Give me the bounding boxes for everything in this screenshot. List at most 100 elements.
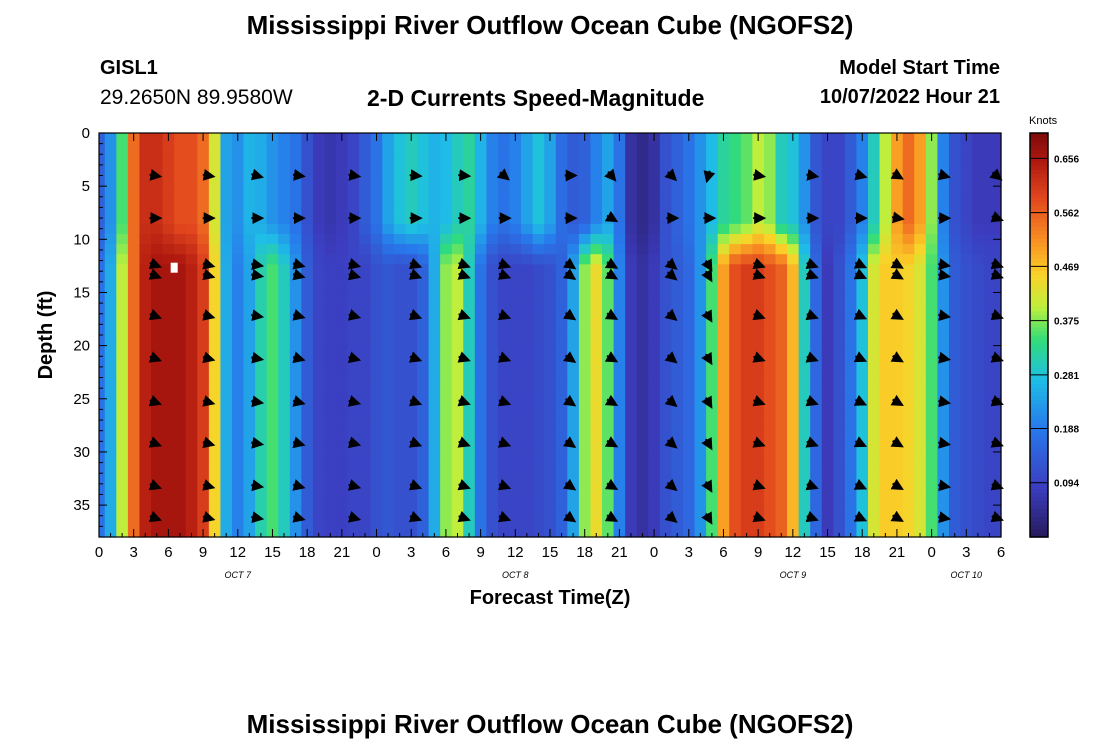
heatmap-cell — [763, 203, 777, 215]
heatmap-cell — [948, 415, 962, 427]
heatmap-cell — [995, 284, 1002, 296]
heatmap-cell — [752, 486, 765, 498]
heatmap-cell — [717, 234, 730, 245]
heatmap-cell — [301, 395, 314, 407]
heatmap-cell — [151, 506, 164, 518]
heatmap-cell — [821, 345, 834, 356]
heatmap-cell — [127, 365, 141, 376]
heatmap-cell — [393, 526, 407, 538]
heatmap-cell — [497, 365, 511, 376]
heatmap-cell — [937, 153, 950, 164]
heatmap-cell — [347, 183, 360, 195]
heatmap-cell — [567, 264, 580, 275]
heatmap-cell — [717, 425, 730, 437]
heatmap-cell — [729, 183, 742, 195]
heatmap-cell — [902, 223, 915, 235]
heatmap-cell — [185, 385, 198, 397]
heatmap-cell — [174, 234, 187, 245]
heatmap-cell — [659, 193, 673, 205]
heatmap-cell — [948, 385, 962, 397]
heatmap-cell — [289, 244, 302, 255]
heatmap-cell — [312, 456, 326, 467]
heatmap-cell — [613, 436, 626, 447]
heatmap-cell — [798, 526, 811, 538]
heatmap-cell — [301, 466, 314, 477]
heatmap-cell — [474, 294, 487, 306]
heatmap-cell — [116, 335, 129, 346]
heatmap-cell — [891, 365, 904, 376]
heatmap-cell — [104, 203, 117, 215]
heatmap-cell — [451, 365, 464, 376]
heatmap-cell — [139, 436, 152, 447]
colorbar-segment — [1030, 472, 1048, 477]
heatmap-cell — [833, 133, 846, 144]
heatmap-cell — [729, 143, 742, 154]
heatmap-cell — [995, 526, 1002, 538]
heatmap-cell — [347, 143, 360, 154]
heatmap-cell — [359, 163, 372, 174]
heatmap-cell — [544, 173, 557, 185]
current-arrow — [990, 268, 1004, 280]
colorbar-segment — [1030, 205, 1048, 211]
current-arrow — [805, 478, 819, 491]
heatmap-cell — [463, 324, 476, 336]
heatmap-cell — [185, 335, 198, 346]
heatmap-cell — [891, 335, 904, 346]
heatmap-cell — [208, 335, 222, 346]
heatmap-cell — [185, 314, 198, 326]
heatmap-cell — [185, 375, 198, 387]
current-arrow — [347, 436, 362, 449]
heatmap-cell — [740, 446, 753, 457]
heatmap-cell — [694, 466, 707, 477]
heatmap-cell — [694, 143, 707, 154]
heatmap-cell — [521, 516, 534, 528]
heatmap-cell — [914, 506, 927, 518]
heatmap-cell — [914, 213, 927, 225]
heatmap-cell — [99, 496, 106, 508]
heatmap-cell — [185, 425, 198, 437]
heatmap-cell — [532, 223, 545, 235]
colorbar-segment — [1030, 339, 1048, 344]
heatmap-cell — [174, 173, 187, 185]
heatmap-cell — [278, 264, 291, 275]
heatmap-cell — [544, 345, 557, 356]
heatmap-cell — [243, 405, 256, 417]
heatmap-cell — [763, 254, 777, 265]
heatmap-cell — [324, 446, 337, 457]
heatmap-cell — [324, 133, 337, 144]
heatmap-cell — [278, 143, 291, 154]
heatmap-cell — [440, 345, 453, 356]
heatmap-cell — [474, 163, 487, 174]
heatmap-cell — [613, 496, 626, 508]
heatmap-cell — [151, 183, 164, 195]
heatmap-cell — [821, 274, 834, 286]
heatmap-cell — [706, 153, 719, 164]
heatmap-cell — [497, 466, 511, 477]
heatmap-cell — [521, 274, 534, 286]
heatmap-cell — [694, 446, 707, 457]
heatmap-cell — [99, 213, 106, 225]
heatmap-cell — [301, 213, 314, 225]
heatmap-cell — [625, 264, 638, 275]
heatmap-cell — [706, 496, 719, 508]
heatmap-cell — [682, 274, 696, 286]
heatmap-cell — [220, 375, 233, 387]
heatmap-cell — [937, 345, 950, 356]
heatmap-cell — [208, 223, 222, 235]
heatmap-cell — [255, 244, 268, 255]
x-tick-label: 18 — [854, 544, 871, 561]
heatmap-cell — [636, 143, 649, 154]
heatmap-cell — [474, 264, 487, 275]
heatmap-cell — [671, 476, 684, 488]
heatmap-cell — [868, 466, 881, 477]
heatmap-cell — [798, 304, 811, 316]
heatmap-cell — [347, 335, 360, 346]
heatmap-cell — [555, 516, 568, 528]
heatmap-cell — [972, 496, 985, 508]
date-label: OCT 9 — [780, 570, 807, 580]
heatmap-cell — [440, 395, 453, 407]
heatmap-cell — [544, 456, 557, 467]
heatmap-cell — [336, 375, 349, 387]
x-tick-label: 12 — [785, 544, 802, 561]
heatmap-cell — [266, 405, 279, 417]
